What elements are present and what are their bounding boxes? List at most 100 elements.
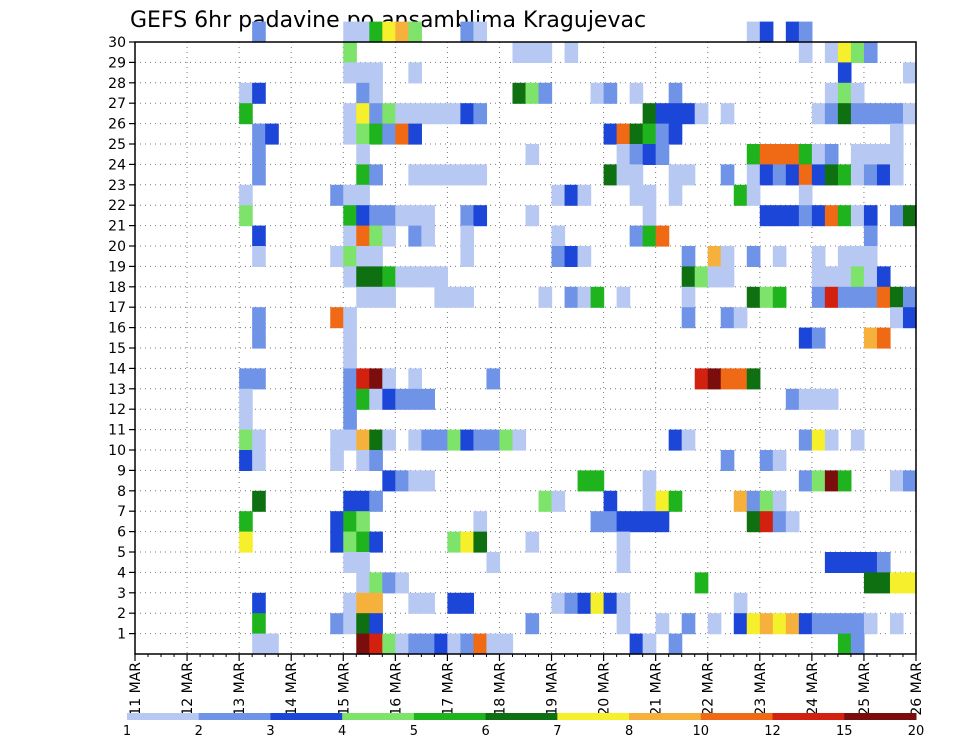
- precip-cell: [850, 164, 865, 186]
- precip-cell: [356, 103, 370, 125]
- precip-cell: [616, 286, 631, 308]
- precip-cell: [629, 184, 644, 206]
- precip-cell: [343, 490, 357, 512]
- precip-cell: [616, 592, 631, 614]
- precip-cell: [772, 450, 787, 471]
- precip-cell: [655, 511, 670, 533]
- precip-cell: [850, 246, 865, 267]
- precip-cell: [889, 613, 904, 635]
- precip-cell: [447, 429, 462, 451]
- precip-cell: [252, 82, 266, 104]
- y-tick-label: 22: [108, 198, 126, 214]
- precip-cell: [460, 531, 475, 553]
- precip-cell: [421, 429, 435, 451]
- precip-cell: [746, 144, 761, 165]
- precip-cell: [473, 21, 488, 43]
- x-tick-label: 25 MAR: [857, 662, 873, 716]
- precip-cell: [876, 286, 891, 308]
- precip-cell: [811, 286, 826, 308]
- y-tick-label: 6: [117, 525, 126, 541]
- precip-cell: [759, 511, 774, 533]
- precip-cell: [525, 82, 540, 104]
- precip-cell: [551, 184, 566, 206]
- precip-cell: [824, 552, 839, 573]
- precip-cell: [681, 266, 696, 288]
- precip-cell: [538, 286, 553, 308]
- precip-cell: [252, 633, 266, 655]
- precip-cell: [837, 286, 852, 308]
- precip-cell: [512, 82, 527, 104]
- precip-cell: [460, 164, 475, 186]
- precip-cell: [395, 21, 409, 43]
- precip-cell: [564, 184, 579, 206]
- precip-cell: [850, 103, 865, 125]
- precip-cell: [655, 144, 670, 165]
- colorbar-swatch: [629, 713, 702, 720]
- precip-cell: [824, 164, 839, 186]
- precip-cell: [330, 531, 344, 553]
- precip-cell: [681, 286, 696, 308]
- x-axis: 11 MAR 12 MAR 13 MAR 14 MAR 15 MAR 16 MAR 17 M…: [128, 654, 925, 716]
- precip-cell: [356, 511, 370, 533]
- precip-cell: [590, 511, 605, 533]
- precip-cell: [356, 552, 370, 573]
- precip-cell: [850, 205, 865, 227]
- precip-cell: [252, 225, 266, 247]
- precip-cell: [395, 572, 409, 594]
- precip-cell: [798, 388, 813, 410]
- precip-cell: [733, 613, 748, 635]
- precip-cell: [616, 552, 631, 573]
- colorbar-swatch: [557, 713, 630, 720]
- precip-cell: [811, 327, 826, 349]
- precip-cell: [356, 286, 370, 308]
- precip-cell: [239, 429, 253, 451]
- x-tick-label: 23 MAR: [753, 662, 769, 716]
- precip-cell: [863, 266, 878, 288]
- precip-cell: [850, 144, 865, 165]
- precip-cell: [642, 144, 657, 165]
- precip-cell: [408, 225, 422, 247]
- colorbar-label: 1: [123, 724, 131, 739]
- precip-cell: [382, 368, 396, 390]
- precip-cell: [629, 225, 644, 247]
- precip-cell: [577, 470, 592, 492]
- precip-cell: [837, 164, 852, 186]
- precip-cell: [837, 205, 852, 227]
- precip-cell: [668, 633, 683, 655]
- precip-cell: [330, 429, 344, 451]
- y-tick-label: 3: [117, 586, 126, 602]
- precip-cell: [408, 592, 422, 614]
- precip-cell: [369, 531, 383, 553]
- precip-cell: [902, 286, 917, 308]
- precip-cell: [811, 205, 826, 227]
- precip-cell: [421, 164, 435, 186]
- precip-cell: [616, 123, 631, 145]
- precip-cell: [356, 592, 370, 614]
- precip-cell: [395, 633, 409, 655]
- precip-cell: [239, 511, 253, 533]
- precip-cell: [369, 225, 383, 247]
- precip-cell: [642, 103, 657, 125]
- precip-cell: [577, 184, 592, 206]
- precip-cell: [577, 286, 592, 308]
- precip-cell: [876, 552, 891, 573]
- precip-cell: [369, 266, 383, 288]
- precip-cell: [850, 633, 865, 655]
- precip-cell: [408, 266, 422, 288]
- precip-cell: [343, 205, 357, 227]
- precip-cell: [369, 429, 383, 451]
- precip-cell: [642, 490, 657, 512]
- precip-cell: [759, 21, 774, 43]
- precip-cell: [473, 633, 488, 655]
- precip-cell: [330, 511, 344, 533]
- precip-cell: [824, 470, 839, 492]
- precip-cell: [616, 144, 631, 165]
- precip-cell: [889, 572, 904, 594]
- x-tick-label: 16 MAR: [388, 662, 404, 716]
- precip-cell: [473, 511, 488, 533]
- precip-cell: [356, 82, 370, 104]
- precip-cell: [447, 592, 462, 614]
- precip-cell: [772, 164, 787, 186]
- precip-cell: [343, 592, 357, 614]
